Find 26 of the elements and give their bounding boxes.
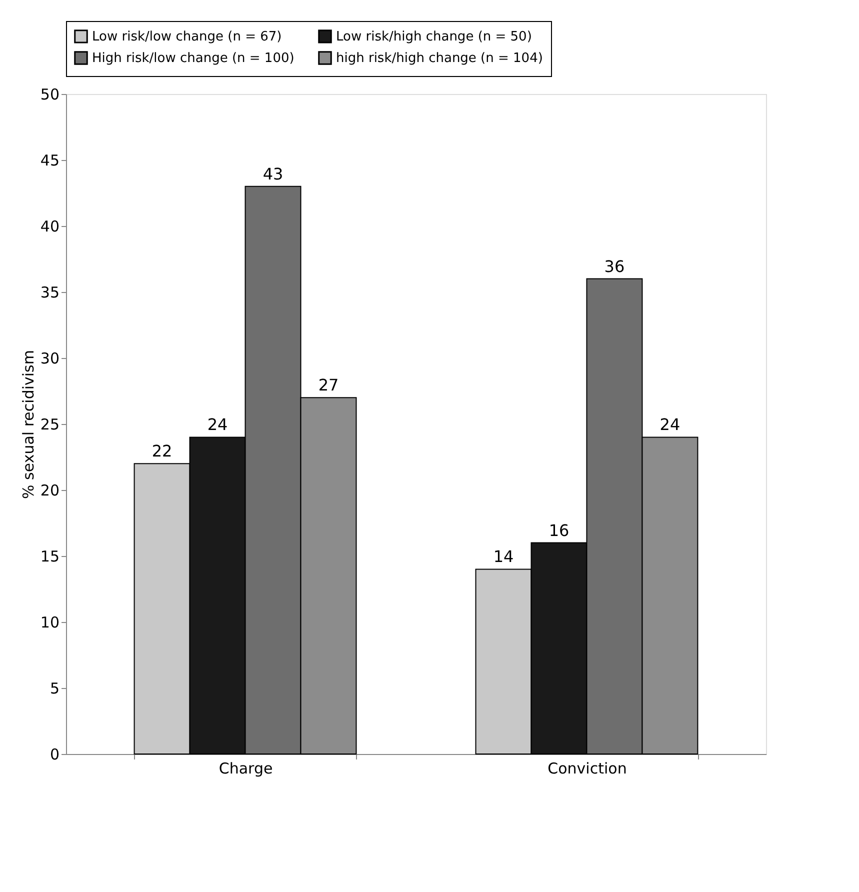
legend-label: high risk/high change (n = 104): [336, 51, 543, 66]
data-label: 24: [207, 415, 228, 434]
x-tick-label: Charge: [218, 760, 273, 778]
data-label: 14: [493, 547, 514, 566]
y-tick-label: 10: [40, 614, 60, 632]
y-tick-label: 25: [40, 416, 60, 434]
y-tick-label: 40: [40, 218, 60, 236]
y-tick-label: 20: [40, 482, 60, 500]
data-label: 27: [318, 376, 339, 395]
y-tick-label: 5: [50, 680, 60, 698]
data-label: 22: [152, 442, 172, 461]
legend-label: Low risk/low change (n = 67): [92, 29, 282, 44]
legend-label: High risk/low change (n = 100): [92, 51, 294, 66]
y-tick-label: 30: [40, 350, 60, 368]
data-label: 36: [604, 256, 625, 276]
legend-label: Low risk/high change (n = 50): [336, 29, 532, 44]
data-label: 16: [548, 520, 570, 540]
y-tick-label: 50: [40, 86, 60, 104]
data-label: 43: [262, 164, 284, 184]
y-tick-label: 15: [40, 548, 60, 566]
y-axis-title: % sexual recidivism: [19, 350, 38, 499]
data-label: 24: [660, 415, 680, 434]
y-tick-label: 35: [40, 284, 60, 302]
y-tick-label: 45: [40, 152, 60, 170]
x-tick-label: Conviction: [548, 760, 627, 778]
y-tick-label: 0: [50, 746, 60, 764]
